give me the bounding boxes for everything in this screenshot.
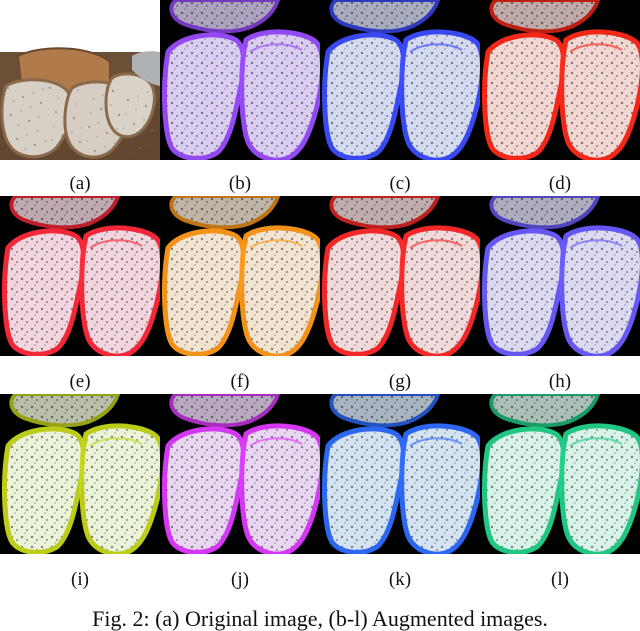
caption: Fig. 2: (a) Original image, (b-l) Augmen… xyxy=(92,606,548,631)
bread-slice-left xyxy=(2,228,87,356)
cloth xyxy=(132,51,160,86)
augmented-image xyxy=(320,394,480,554)
bread-slice-right xyxy=(239,29,320,160)
bread-slice-top xyxy=(9,196,121,230)
bread-slice-1 xyxy=(0,78,74,159)
figure-panel xyxy=(160,0,320,160)
subfigure-label: (h) xyxy=(548,371,572,392)
bread-slice-left xyxy=(482,32,567,160)
bread-slice-top xyxy=(329,394,441,428)
subfigure-label: (e) xyxy=(69,371,91,392)
bread-slice-top xyxy=(9,394,121,428)
bread-slice-right xyxy=(559,29,640,160)
figure-panel xyxy=(320,196,480,356)
subfigure-label: (i) xyxy=(71,569,89,590)
augmented-image xyxy=(0,394,160,554)
figure-panel xyxy=(0,394,160,554)
bread-slice-top xyxy=(489,394,601,428)
bread-slice-top xyxy=(169,0,281,34)
augmented-image xyxy=(480,0,640,160)
bread-slice-top xyxy=(169,394,281,428)
bread-slice-left xyxy=(482,426,567,554)
bread-slice-left xyxy=(162,228,247,356)
augmented-image xyxy=(160,196,320,356)
bread-slice-right xyxy=(399,29,480,160)
subfigure-label: (g) xyxy=(388,371,412,392)
augmented-image xyxy=(320,196,480,356)
bread-slice-left xyxy=(162,426,247,554)
subfigure-label: (b) xyxy=(228,173,252,194)
subfigure-label: (a) xyxy=(69,173,91,194)
bread-slice-left xyxy=(2,426,87,554)
subfigure-label: (f) xyxy=(230,371,250,392)
figure-panel xyxy=(160,394,320,554)
figure-panel xyxy=(0,196,160,356)
bread-slice-right xyxy=(79,225,160,356)
bread-slice-right xyxy=(239,225,320,356)
subfigure-label: (d) xyxy=(548,173,572,194)
subfigure-label: (j) xyxy=(231,569,249,590)
bread-slice-left xyxy=(322,32,407,160)
bread-slice-left xyxy=(322,426,407,554)
bread-slice-right xyxy=(79,423,160,554)
bread-slice-top xyxy=(489,196,601,230)
bread-slice-left xyxy=(162,32,247,160)
subfigure-label: (k) xyxy=(388,569,412,590)
bread-slice-top xyxy=(329,0,441,34)
bread-slice-left xyxy=(482,228,567,356)
subfigure-label: (l) xyxy=(551,569,569,590)
figure-panel xyxy=(160,196,320,356)
bread-slice-left xyxy=(322,228,407,356)
bread-slice-top xyxy=(169,196,281,230)
figure-panel xyxy=(480,196,640,356)
figure-panel xyxy=(480,394,640,554)
figure-panel xyxy=(320,394,480,554)
bread-slice-right xyxy=(559,423,640,554)
augmented-image xyxy=(480,196,640,356)
figure-panel xyxy=(0,0,160,160)
bread-slice-top xyxy=(329,196,441,230)
augmented-image xyxy=(480,394,640,554)
bread-slice-right xyxy=(239,423,320,554)
augmented-image xyxy=(0,196,160,356)
bread-slice-top xyxy=(489,0,601,34)
augmented-image xyxy=(160,394,320,554)
subfigure-label: (c) xyxy=(389,173,411,194)
original-image xyxy=(0,0,160,160)
augmented-image xyxy=(320,0,480,160)
bread-slice-right xyxy=(559,225,640,356)
figure-panel xyxy=(320,0,480,160)
bread-slice-right xyxy=(399,225,480,356)
augmented-image xyxy=(160,0,320,160)
figure-panel xyxy=(480,0,640,160)
bread-slice-right xyxy=(399,423,480,554)
